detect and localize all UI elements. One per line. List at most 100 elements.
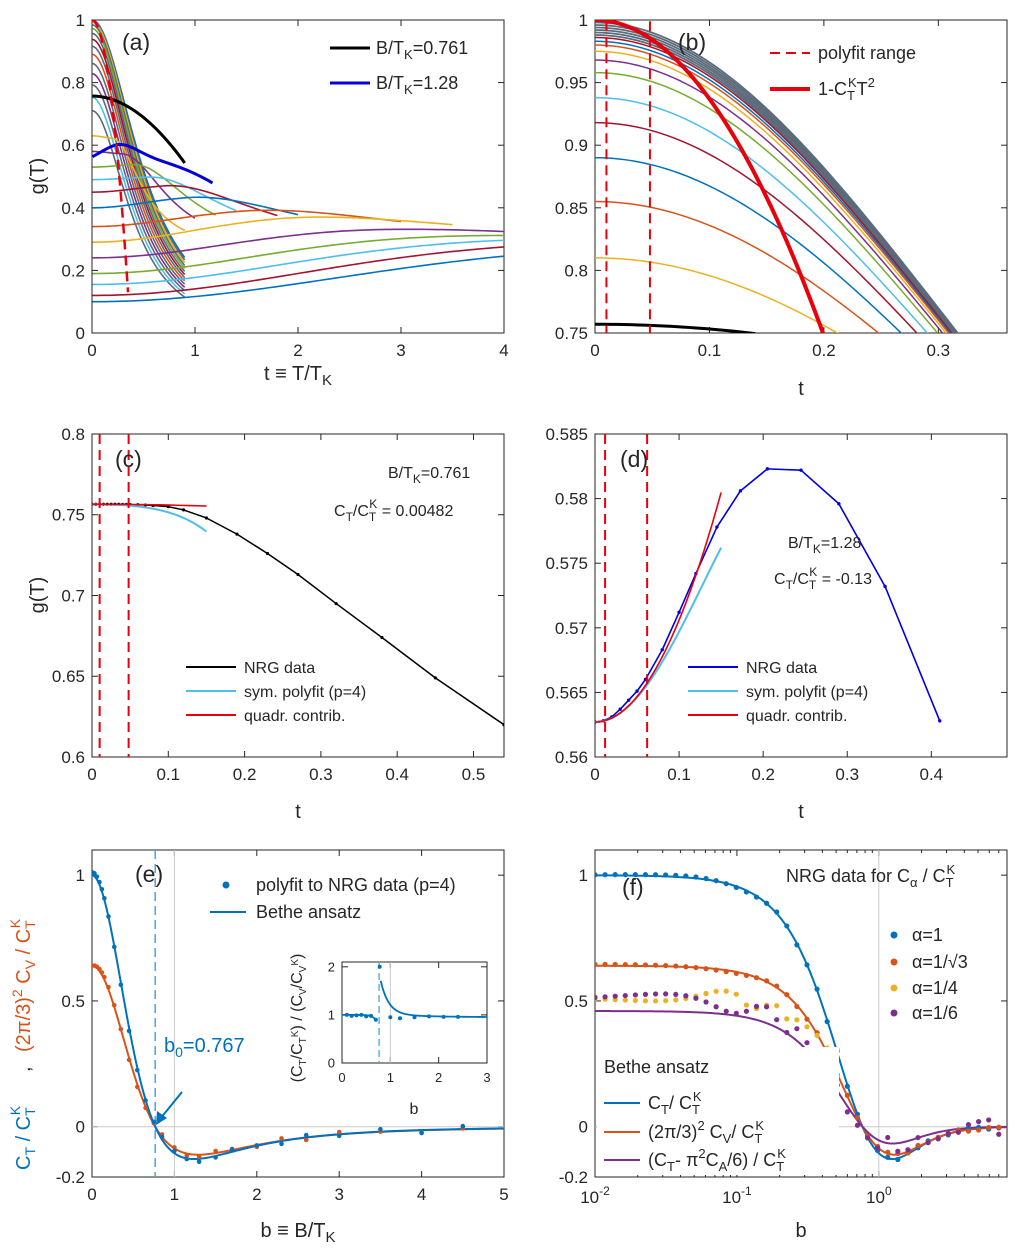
nrg-alpha4-point-32 (915, 1134, 921, 1141)
panel-f-bethe-legend: Bethe ansatz CT/ CTK (2π/3)2 CV/ CTK (CT… (597, 1047, 839, 1175)
panel-b: 0 0.1 0.2 0.3 0.75 0.8 0.85 0.9 0.95 1 (b) t poly… (555, 11, 1008, 400)
y-tick-label: 0.7 (61, 586, 85, 605)
nrg-alpha1-point-18 (774, 909, 780, 915)
nrg-alpha4-point-35 (945, 1130, 951, 1137)
nrg-alpha2-point-39 (986, 1124, 992, 1131)
legend-entry-polyfit-e: polyfit to NRG data (p=4) (256, 875, 456, 895)
inset-point-11 (427, 1014, 431, 1019)
nrg-alpha4-point-13 (723, 1008, 729, 1014)
x-tick-label: 0 (87, 341, 96, 360)
panel-f-frame (594, 849, 1008, 1178)
nrg-ct-point-e-19 (254, 1143, 260, 1148)
nrg-point-d-7 (660, 648, 664, 652)
inset-point-5 (369, 1013, 373, 1018)
inset-point-13 (456, 1014, 460, 1019)
family-curve-6 (92, 209, 402, 228)
nrg-alpha4-point-40 (996, 1131, 1002, 1137)
nrg-alpha3-point-7 (663, 998, 669, 1004)
family-curve-7 (92, 216, 453, 244)
nrg-alpha4-point-2 (612, 993, 618, 999)
nrg-point-d-8 (677, 610, 681, 614)
b-curve-7 (595, 40, 952, 333)
nrg-alpha1-point-9 (683, 873, 689, 879)
nrg-alpha1-point-7 (663, 872, 669, 878)
nrg-alpha2-point-0 (595, 961, 598, 967)
nrg-alpha1-point-29 (885, 1154, 891, 1160)
ck-curve-b (595, 20, 826, 333)
nrg-ct-point-e-1 (92, 871, 97, 876)
inset-point-8 (388, 1015, 393, 1020)
nrg-alpha4-point-34 (935, 1136, 941, 1142)
nrg-alpha2-point-9 (683, 964, 689, 970)
nrg-alpha4-point-18 (774, 1017, 780, 1023)
nrg-alpha2-point-40 (996, 1124, 1002, 1130)
x-tick-label: 0 (590, 765, 599, 784)
panel-e: 0 1 2 3 4 5-0.200.51 (e) b ≡ B/TK CT / CTK , … (7, 849, 509, 1246)
nrg-alpha2-point-7 (663, 962, 669, 969)
alpha-entry-3: α=1/4 (912, 978, 958, 998)
top-curve-3 (92, 24, 186, 267)
family-curve-8 (92, 228, 504, 259)
nrg-ct-point-e-3 (97, 879, 102, 885)
nrg-point-d-5 (635, 689, 639, 693)
nrg-alpha2-point-38 (975, 1127, 982, 1133)
panel-b-label: (b) (678, 29, 706, 55)
nrg-alpha4-point-21 (804, 1040, 810, 1046)
y-tick-label: 0.565 (545, 683, 588, 702)
panel-a-ylabel: g(T) (27, 158, 49, 195)
nrg-ct-point-e-9 (126, 1028, 132, 1034)
x-tick-label: 0.3 (835, 765, 859, 784)
alpha-entry-2: α=1/√3 (912, 952, 968, 972)
bethe-ca-f (595, 1010, 1007, 1145)
nrg-alpha1-point-1 (602, 872, 608, 878)
panel-d-label: (d) (620, 446, 648, 472)
nrg-alpha1-point-12 (713, 878, 719, 884)
nrg-point-c-19 (296, 572, 300, 577)
nrg-alpha1-point-16 (753, 894, 760, 900)
y-tick-label: 0.9 (564, 136, 588, 155)
bethe-entry-ca: (CT- π2CA/6) / CTK (648, 1146, 786, 1174)
legend-entry-polyfit: sym. polyfit (p=4) (244, 684, 366, 701)
x-tick-label-log: 100 (866, 1184, 892, 1207)
nrg-alpha3-point-3 (622, 997, 628, 1003)
legend-entry-polyfit-range: polyfit range (818, 43, 916, 63)
quadr-d (595, 492, 722, 723)
nrg-alpha1-point-10 (693, 874, 699, 880)
nrg-alpha4-point-1 (602, 994, 608, 1000)
b-curve-8 (595, 44, 950, 333)
nrg-alpha4-point-20 (794, 1026, 800, 1032)
nrg-alpha4-point-9 (683, 993, 689, 999)
nrg-point-d-11 (738, 489, 743, 493)
nrg-point-d-16 (938, 719, 942, 723)
nrg-alpha4-point-26 (854, 1122, 861, 1128)
nrg-alpha1-point-17 (764, 900, 770, 906)
nrg-cv-point-e-5 (102, 974, 107, 980)
polyfit-d (595, 547, 723, 724)
b-curve-10 (595, 59, 944, 333)
inset-point-6 (373, 1017, 378, 1022)
family-curve-1 (92, 150, 196, 219)
x-tick-label: 2 (435, 1070, 442, 1085)
nrg-alpha2-point-17 (764, 978, 770, 984)
x-tick-label: 1 (387, 1070, 394, 1085)
nrg-alpha4-point-39 (986, 1117, 992, 1123)
x-tick-label: 0.1 (156, 765, 180, 784)
nrg-ct-point-e-13 (159, 1134, 165, 1140)
nrg-alpha4-point-19 (784, 1029, 790, 1036)
y-tick-label: 0.8 (564, 261, 588, 280)
nrg-ct-point-e-10 (135, 1067, 140, 1073)
nrg-cv-point-e-20 (279, 1136, 284, 1141)
x-tick-label: 1 (170, 1185, 179, 1204)
nrg-alpha1-point-22 (814, 986, 820, 992)
y-tick-label: 0.57 (555, 619, 588, 638)
nrg-alpha4-point-29 (885, 1134, 891, 1141)
nrg-alpha4-point-28 (875, 1145, 881, 1151)
panel-e-curves (92, 850, 504, 1177)
legend-entry-quadr: quadr. contrib. (244, 708, 345, 725)
nrg-alpha4-point-6 (652, 991, 659, 997)
x-tick-label: 0.2 (233, 765, 257, 784)
panel-a-curves (92, 20, 504, 303)
x-tick-label: 0.3 (927, 341, 951, 360)
nrg-alpha1-point-11 (703, 875, 709, 882)
ck-curve-a (92, 20, 130, 293)
